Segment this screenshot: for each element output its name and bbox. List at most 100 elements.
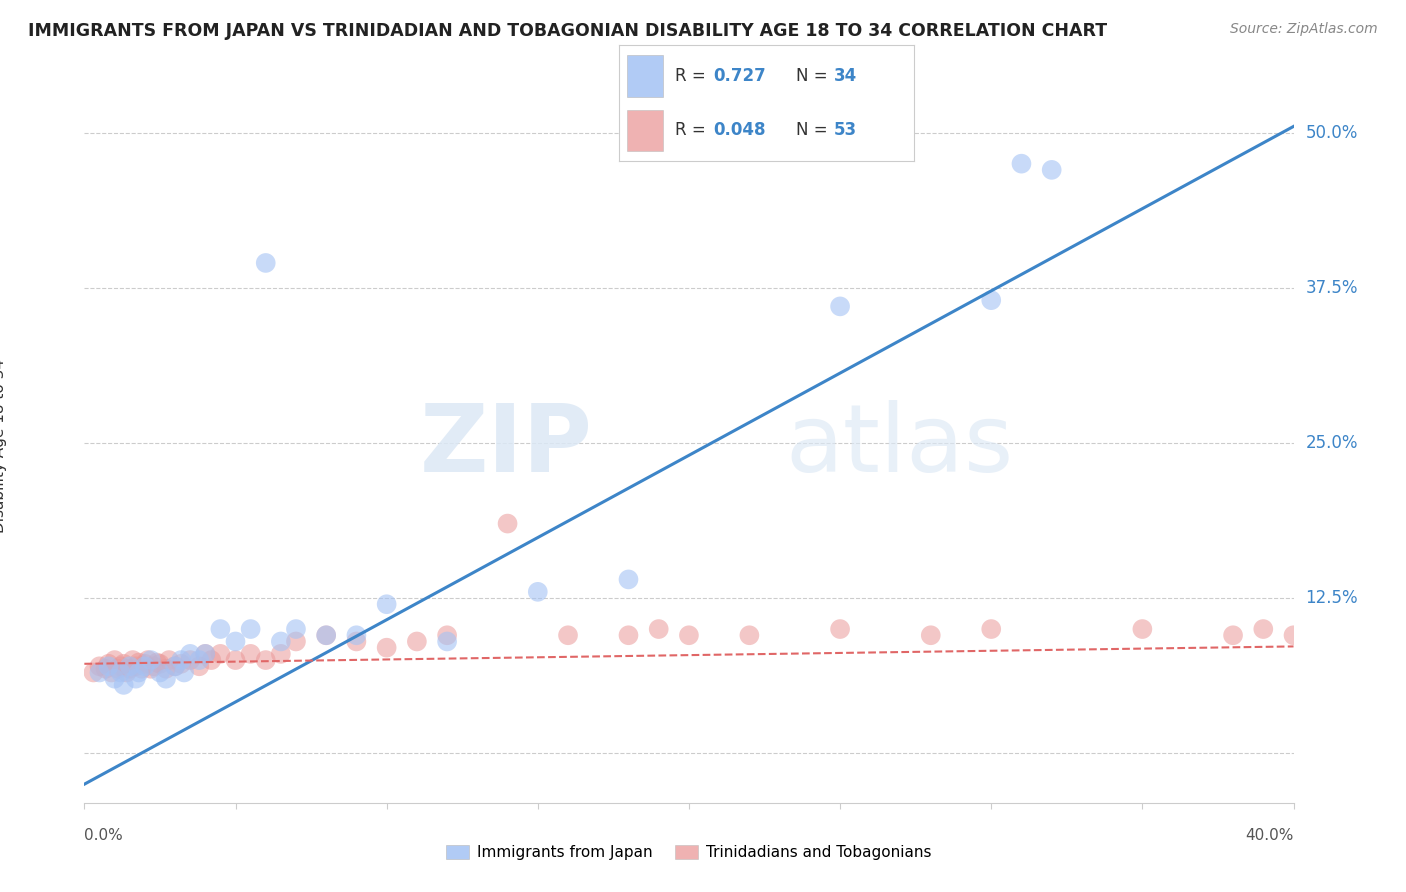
- Point: [980, 622, 1002, 636]
- Point: [155, 672, 177, 686]
- Point: [97, 659, 120, 673]
- Point: [125, 659, 148, 673]
- Point: [346, 628, 368, 642]
- Point: [89, 659, 111, 673]
- Point: [165, 659, 187, 673]
- Point: [209, 622, 232, 636]
- Point: [920, 628, 942, 642]
- Point: [738, 628, 761, 642]
- Point: [375, 597, 398, 611]
- Point: [82, 665, 104, 680]
- Point: [118, 662, 141, 676]
- Text: 12.5%: 12.5%: [1306, 589, 1358, 607]
- Point: [110, 665, 132, 680]
- Point: [254, 653, 277, 667]
- Point: [436, 634, 458, 648]
- Point: [527, 584, 550, 599]
- Point: [139, 662, 162, 676]
- Point: [100, 665, 122, 680]
- FancyBboxPatch shape: [627, 55, 664, 97]
- Point: [678, 628, 700, 642]
- Text: N =: N =: [796, 121, 832, 139]
- Point: [112, 657, 135, 671]
- Point: [285, 622, 308, 636]
- Point: [128, 665, 150, 680]
- Point: [648, 622, 671, 636]
- Point: [134, 657, 156, 671]
- Point: [496, 516, 519, 531]
- Point: [406, 634, 429, 648]
- Point: [346, 634, 368, 648]
- Text: 40.0%: 40.0%: [1246, 828, 1294, 843]
- Point: [270, 634, 292, 648]
- Point: [239, 622, 262, 636]
- Point: [89, 665, 111, 680]
- Text: 25.0%: 25.0%: [1306, 434, 1358, 452]
- Point: [146, 656, 169, 670]
- Text: ZIP: ZIP: [419, 400, 592, 492]
- Point: [97, 657, 120, 671]
- Point: [118, 659, 141, 673]
- Point: [617, 573, 640, 587]
- Point: [149, 657, 172, 671]
- Point: [1011, 156, 1033, 170]
- Point: [194, 647, 217, 661]
- Point: [139, 653, 162, 667]
- Point: [375, 640, 398, 655]
- Point: [170, 653, 193, 667]
- Point: [104, 672, 127, 686]
- Point: [112, 678, 135, 692]
- Point: [830, 622, 852, 636]
- Text: 50.0%: 50.0%: [1306, 124, 1358, 142]
- Point: [830, 299, 852, 313]
- Point: [165, 659, 187, 673]
- Text: R =: R =: [675, 67, 711, 85]
- Point: [1130, 622, 1153, 636]
- Point: [121, 653, 143, 667]
- Point: [128, 656, 150, 670]
- Point: [209, 647, 232, 661]
- Text: Source: ZipAtlas.com: Source: ZipAtlas.com: [1230, 22, 1378, 37]
- Point: [617, 628, 640, 642]
- Text: 0.0%: 0.0%: [84, 828, 124, 843]
- Text: 53: 53: [834, 121, 858, 139]
- Text: R =: R =: [675, 121, 711, 139]
- Text: 0.727: 0.727: [713, 67, 766, 85]
- Text: 37.5%: 37.5%: [1306, 279, 1358, 297]
- Point: [980, 293, 1002, 308]
- Point: [1222, 628, 1244, 642]
- Point: [270, 647, 292, 661]
- Point: [125, 672, 148, 686]
- Text: atlas: atlas: [786, 400, 1014, 492]
- Point: [142, 659, 165, 673]
- Point: [225, 653, 247, 667]
- Text: N =: N =: [796, 67, 832, 85]
- Point: [149, 665, 172, 680]
- Text: 34: 34: [834, 67, 858, 85]
- Point: [155, 662, 177, 676]
- Point: [285, 634, 308, 648]
- Point: [173, 665, 195, 680]
- Point: [315, 628, 337, 642]
- Point: [1282, 628, 1305, 642]
- Point: [104, 653, 127, 667]
- Point: [188, 659, 211, 673]
- Point: [194, 647, 217, 661]
- Point: [1253, 622, 1275, 636]
- Point: [110, 659, 132, 673]
- Point: [94, 662, 117, 676]
- FancyBboxPatch shape: [627, 110, 664, 152]
- Point: [239, 647, 262, 661]
- Point: [131, 662, 153, 676]
- Point: [157, 653, 180, 667]
- Point: [254, 256, 277, 270]
- Point: [225, 634, 247, 648]
- Legend: Immigrants from Japan, Trinidadians and Tobagonians: Immigrants from Japan, Trinidadians and …: [440, 839, 938, 866]
- Point: [170, 657, 193, 671]
- Point: [136, 653, 159, 667]
- Text: IMMIGRANTS FROM JAPAN VS TRINIDADIAN AND TOBAGONIAN DISABILITY AGE 18 TO 34 CORR: IMMIGRANTS FROM JAPAN VS TRINIDADIAN AND…: [28, 22, 1108, 40]
- Point: [436, 628, 458, 642]
- Point: [315, 628, 337, 642]
- Point: [179, 653, 201, 667]
- Point: [134, 659, 156, 673]
